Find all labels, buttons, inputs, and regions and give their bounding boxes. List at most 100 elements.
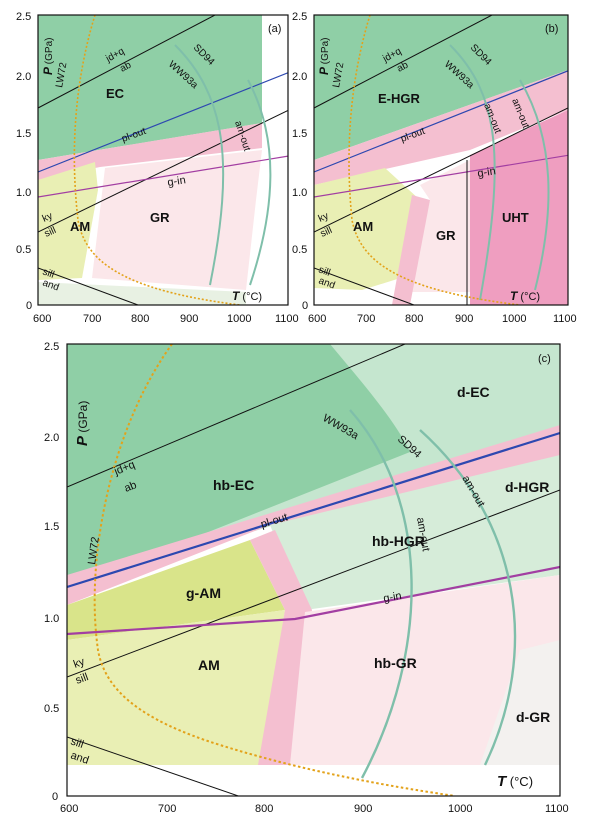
ww93a-curve	[349, 409, 413, 779]
svg-text:900: 900	[354, 803, 372, 815]
gr-field	[410, 160, 470, 292]
label-and: and	[317, 275, 336, 291]
svg-text:1.5: 1.5	[44, 521, 59, 533]
svg-text:1.5: 1.5	[16, 128, 31, 140]
label-ab: ab	[118, 60, 133, 75]
label-sill: sill	[74, 671, 90, 687]
field-label-d-ec: d-EC	[457, 384, 490, 400]
label-sill2: sill	[69, 735, 85, 751]
y-tick-labels-a: 0 0.5 1.0 1.5 2.0 2.5	[16, 11, 32, 312]
panel-a: (a) EC AM GR LW72 SD94 WW93a am-out pl-o…	[16, 11, 299, 325]
label-g-in: g-in	[382, 590, 402, 605]
label-g-in: g-in	[477, 165, 497, 180]
am-field	[38, 162, 98, 280]
lw72-curve	[93, 344, 456, 796]
field-label-hb-gr: hb-GR	[374, 655, 417, 671]
svg-text:900: 900	[180, 313, 198, 325]
e-hgr-field	[314, 15, 568, 160]
svg-text:1.0: 1.0	[16, 187, 31, 199]
svg-text:1.0: 1.0	[44, 613, 59, 625]
svg-text:600: 600	[60, 803, 78, 815]
label-lw72: LW72	[331, 61, 346, 88]
am-field	[67, 610, 285, 765]
gr-field	[92, 150, 262, 290]
label-am-out2: am-out	[414, 516, 432, 552]
svg-text:700: 700	[357, 313, 375, 325]
y-tick-labels-c: 0 0.5 1.0 1.5 2.0 2.5	[44, 341, 59, 803]
field-label-d-hgr: d-HGR	[505, 479, 549, 495]
svg-text:1100: 1100	[275, 313, 299, 325]
label-lw72: LW72	[86, 536, 102, 565]
x-tick-labels-b: 600 700 800 900 1000 1100	[308, 313, 577, 325]
label-sill: sill	[319, 225, 334, 240]
svg-text:800: 800	[405, 313, 423, 325]
svg-text:900: 900	[455, 313, 473, 325]
am-field	[314, 168, 420, 290]
svg-text:2.0: 2.0	[16, 71, 31, 83]
pl-out-line	[67, 431, 560, 589]
jdq-ab-line	[67, 344, 406, 488]
x-axis-title-b: T (°C)	[510, 289, 540, 303]
svg-text:1.5: 1.5	[292, 128, 307, 140]
field-label-ec: EC	[106, 86, 125, 101]
label-and: and	[69, 749, 90, 766]
field-label-gr: GR	[150, 210, 170, 225]
panel-c: (c) d-EC hb-EC d-HGR hb-HGR g-AM AM hb-G…	[44, 341, 569, 815]
svg-text:2.0: 2.0	[292, 71, 307, 83]
label-ab: ab	[395, 60, 410, 75]
d-hgr-field	[270, 455, 560, 610]
panel-b: (b) E-HGR AM GR UHT LW72 SD94 WW93a am-o…	[292, 11, 577, 325]
d-gr-field	[480, 640, 560, 765]
svg-text:600: 600	[308, 313, 326, 325]
svg-text:700: 700	[83, 313, 101, 325]
label-g-in: g-in	[167, 174, 187, 189]
lw72-curve	[348, 15, 521, 305]
svg-text:0.5: 0.5	[16, 244, 31, 256]
x-tick-labels-c: 600 700 800 900 1000 1100	[60, 803, 569, 815]
svg-text:1000: 1000	[502, 313, 526, 325]
g-in-line	[67, 565, 560, 636]
x-axis-title-a: T (°C)	[232, 289, 262, 303]
y-axis-title-c: P (GPa)	[74, 401, 91, 446]
svg-text:2.0: 2.0	[44, 432, 59, 444]
svg-text:2.5: 2.5	[16, 11, 31, 23]
ky-sill-line	[67, 489, 560, 678]
x-axis-title-c: T (°C)	[497, 773, 533, 790]
label-lw72: LW72	[54, 61, 69, 88]
svg-text:600: 600	[33, 313, 51, 325]
field-label-am: AM	[70, 219, 90, 234]
label-ky: ky	[41, 211, 55, 225]
svg-text:2.5: 2.5	[292, 11, 307, 23]
field-label-d-gr: d-GR	[516, 709, 550, 725]
panel-letter: (a)	[268, 23, 281, 35]
svg-text:0: 0	[26, 300, 32, 312]
field-label-am: AM	[198, 657, 220, 673]
sd94-curve	[247, 79, 272, 286]
y-tick-labels-b: 0 0.5 1.0 1.5 2.0 2.5	[292, 11, 308, 312]
hb-ec-field	[67, 344, 410, 588]
sd94-curve	[519, 79, 550, 291]
label-sill: sill	[43, 225, 58, 240]
hb-gr-field	[290, 575, 560, 765]
svg-text:0: 0	[302, 300, 308, 312]
svg-text:0: 0	[52, 791, 58, 803]
panel-letter: (b)	[545, 23, 558, 35]
label-ky: ky	[72, 656, 87, 671]
svg-text:0.5: 0.5	[292, 244, 307, 256]
svg-text:1100: 1100	[553, 313, 577, 325]
sd94-curve	[419, 429, 517, 766]
ww93a-curve	[449, 44, 496, 301]
svg-text:0.5: 0.5	[44, 703, 59, 715]
svg-text:1.0: 1.0	[292, 187, 307, 199]
field-label-uht: UHT	[502, 210, 529, 225]
ec-field	[38, 15, 262, 160]
svg-text:800: 800	[131, 313, 149, 325]
svg-text:2.5: 2.5	[44, 341, 59, 353]
label-ab: ab	[123, 479, 139, 495]
ky-sill-line	[314, 107, 568, 233]
jdq-ab-line	[314, 15, 493, 109]
field-label-e-hgr: E-HGR	[378, 91, 421, 106]
sill-and-line	[67, 736, 240, 796]
label-sill2: sill	[41, 266, 56, 280]
field-label-am: AM	[353, 219, 373, 234]
